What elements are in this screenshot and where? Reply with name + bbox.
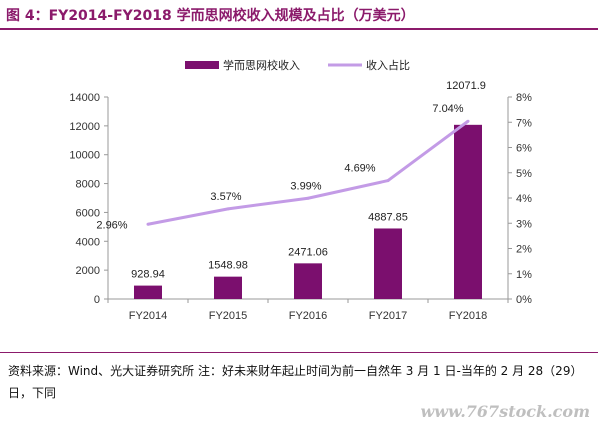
share-point	[306, 196, 310, 200]
right-tick-label: 2%	[516, 244, 532, 256]
right-tick-label: 8%	[516, 92, 532, 104]
revenue-bar	[214, 276, 242, 299]
share-value-label: 7.04%	[432, 103, 463, 115]
share-point	[146, 222, 150, 226]
share-point	[386, 179, 390, 183]
x-tick-label: FY2014	[129, 310, 168, 322]
bar-value-label: 2471.06	[288, 246, 328, 258]
share-value-label: 4.69%	[344, 163, 375, 175]
right-tick-label: 7%	[516, 117, 532, 129]
bar-value-label: 12071.9	[446, 80, 486, 92]
share-polyline	[147, 120, 469, 226]
x-tick-label: FY2015	[209, 310, 248, 322]
revenue-bar	[454, 124, 482, 299]
right-y-axis: 0% 1% 2% 3% 4% 5% 6% 7% 8%	[507, 92, 532, 306]
share-value-label: 2.96%	[96, 219, 127, 231]
title-divider	[0, 28, 598, 30]
share-point	[466, 119, 470, 123]
right-tick-label: 0%	[516, 294, 532, 306]
left-tick-label: 10000	[69, 150, 100, 162]
legend: 学而思网校收入 收入占比	[185, 58, 410, 72]
right-tick-label: 1%	[516, 269, 532, 281]
source-divider	[0, 352, 598, 353]
left-tick-label: 4000	[76, 236, 100, 248]
data-labels: 928.94 1548.98 2471.06 4887.85 12071.9 2.96% 3…	[96, 80, 485, 281]
revenue-chart: 学而思网校收入 收入占比 0 2000 4000 6000 8000 10000 12000…	[69, 58, 532, 322]
watermark: www.767stock.com	[420, 402, 591, 421]
revenue-bars	[134, 124, 482, 299]
bar-value-label: 1548.98	[208, 260, 248, 272]
left-tick-label: 8000	[76, 179, 100, 191]
right-tick-label: 3%	[516, 218, 532, 230]
revenue-bar	[294, 263, 322, 299]
legend-label-share: 收入占比	[366, 58, 410, 72]
bar-value-label: 4887.85	[368, 211, 408, 223]
left-y-axis: 0 2000 4000 6000 8000 10000 12000 14000	[69, 92, 109, 306]
legend-label-revenue: 学而思网校收入	[223, 58, 300, 72]
source-note: 资料来源：Wind、光大证券研究所 注：好未来财年起止时间为前一自然年 3 月 …	[8, 364, 583, 400]
left-tick-label: 12000	[69, 121, 100, 133]
right-tick-label: 4%	[516, 193, 532, 205]
bar-value-label: 928.94	[131, 269, 165, 281]
x-tick-label: FY2017	[369, 310, 408, 322]
left-tick-label: 14000	[69, 92, 100, 104]
x-tick-label: FY2016	[289, 310, 328, 322]
legend-swatch-revenue	[185, 61, 219, 69]
revenue-bar	[374, 228, 402, 299]
x-tick-label: FY2018	[449, 310, 488, 322]
share-line	[146, 119, 470, 226]
share-point	[226, 207, 230, 211]
left-tick-label: 0	[94, 294, 100, 306]
chart-title: 图 4：FY2014-FY2018 学而思网校收入规模及占比（万美元）	[6, 8, 415, 24]
share-value-label: 3.57%	[210, 191, 241, 203]
revenue-bar	[134, 285, 162, 299]
x-axis: FY2014 FY2015 FY2016 FY2017 FY2018	[107, 298, 509, 322]
left-tick-label: 6000	[76, 207, 100, 219]
right-tick-label: 6%	[516, 143, 532, 155]
share-value-label: 3.99%	[290, 180, 321, 192]
left-tick-label: 2000	[76, 265, 100, 277]
right-tick-label: 5%	[516, 168, 532, 180]
